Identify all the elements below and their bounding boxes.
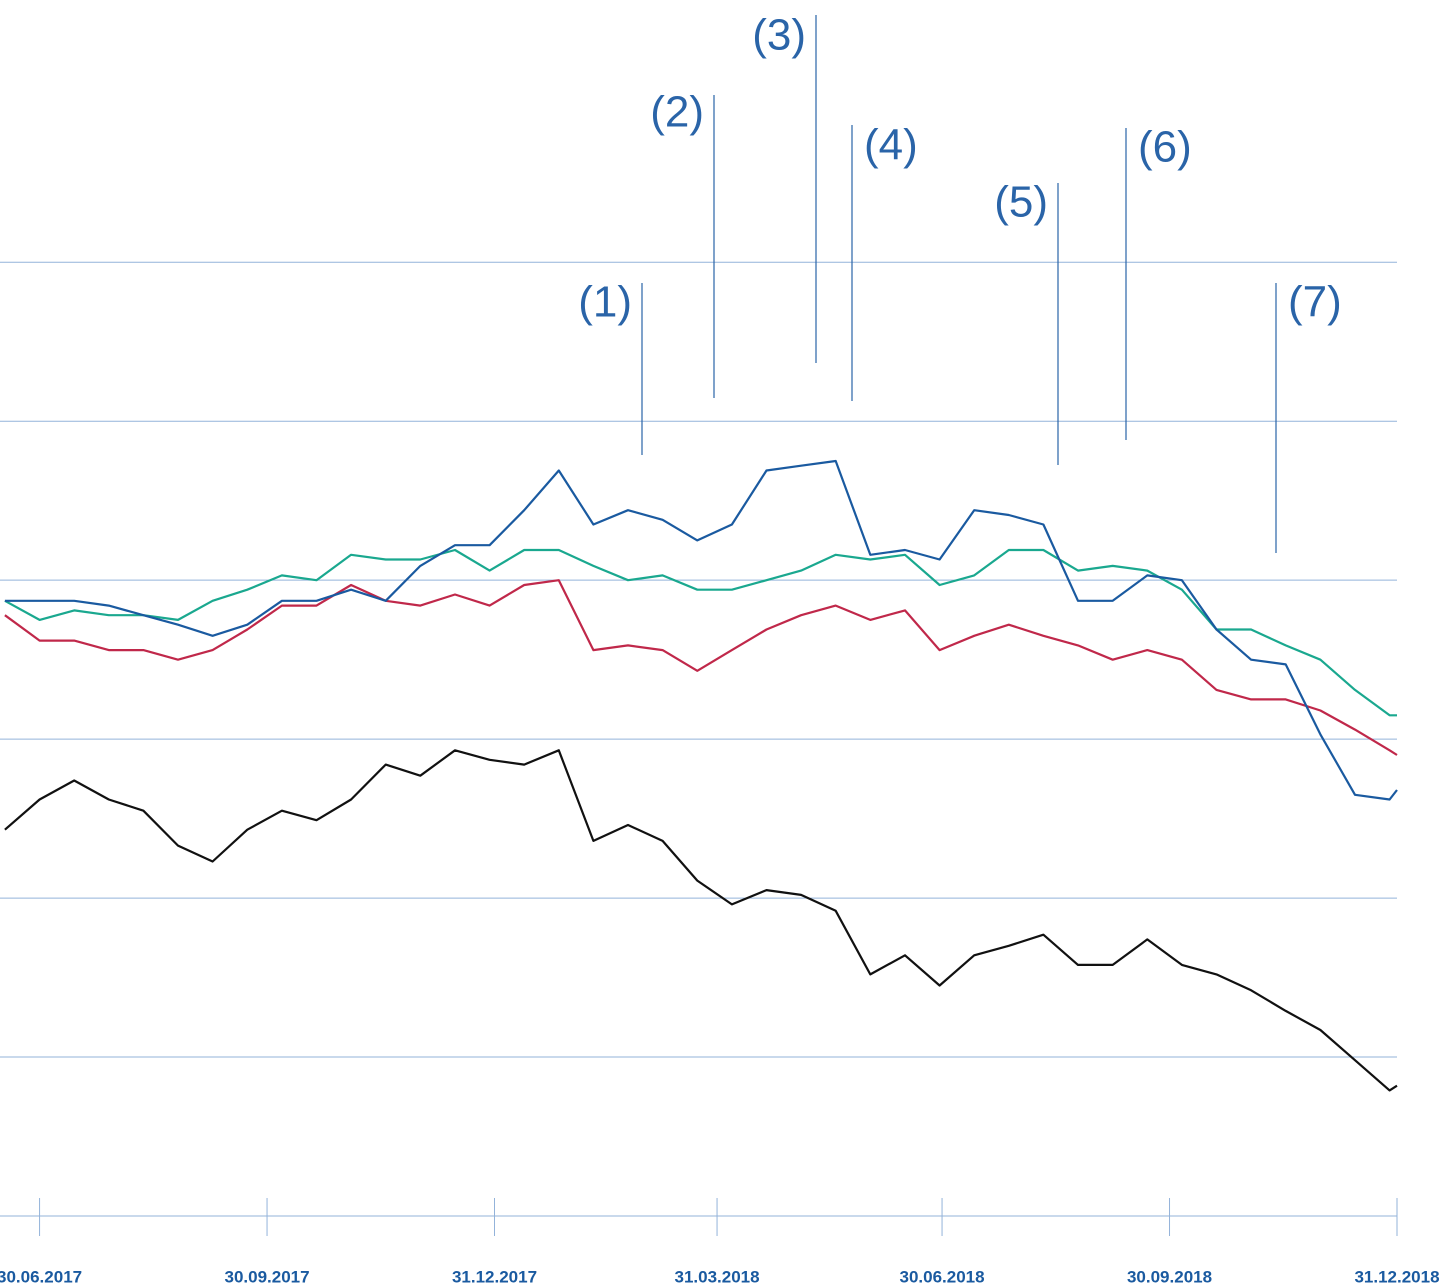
series-line [4,548,1397,717]
x-tick-label: 30.06.2017 [0,1267,82,1286]
series-line [4,459,1398,801]
x-tick-label: 30.09.2017 [224,1267,309,1286]
series-line [4,579,1398,756]
annotation-label: (7) [1288,278,1342,327]
x-tick-label: 31.03.2018 [674,1267,759,1286]
annotation-label: (1) [578,278,632,327]
x-tick-label: 31.12.2017 [452,1267,537,1286]
annotation-label: (4) [864,121,918,170]
annotation-label: (3) [752,11,806,60]
annotation-label: (6) [1138,123,1192,172]
x-tick-label: 30.06.2018 [900,1267,985,1286]
series-line [4,749,1398,1092]
annotation-label: (5) [994,178,1048,227]
x-tick-label: 30.09.2018 [1127,1267,1212,1286]
x-tick-label: 31.12.2018 [1354,1267,1439,1286]
annotation-label: (2) [650,88,704,137]
